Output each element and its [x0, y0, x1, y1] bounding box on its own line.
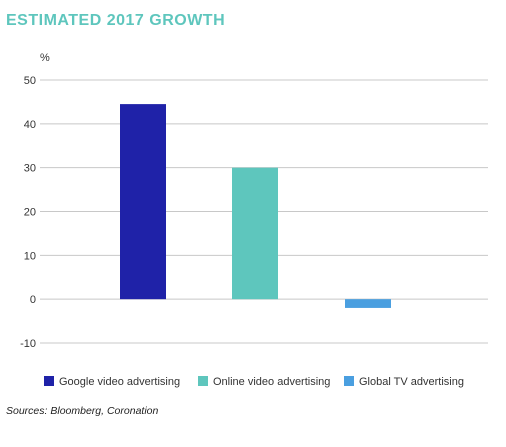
legend-label: Google video advertising: [59, 376, 180, 388]
bar-2: [232, 167, 278, 300]
y-tick-label: -10: [20, 338, 36, 350]
bar-3: [345, 299, 391, 308]
source-note: Sources: Bloomberg, Coronation: [6, 405, 159, 417]
y-tick-label: 50: [24, 75, 36, 87]
legend-swatch: [198, 376, 208, 386]
legend-label: Online video advertising: [213, 376, 330, 388]
y-axis-ticks: 50 40 30 20 10 0 -10: [20, 75, 36, 350]
chart-title: ESTIMATED 2017 GROWTH: [6, 12, 226, 29]
bars: [120, 104, 391, 308]
y-axis-unit: %: [40, 52, 50, 64]
legend: Google video advertising Online video adv…: [44, 376, 464, 388]
y-tick-label: 20: [24, 207, 36, 219]
legend-swatch: [44, 376, 54, 386]
y-tick-label: 0: [30, 294, 36, 306]
legend-label: Global TV advertising: [359, 376, 464, 388]
y-tick-label: 30: [24, 163, 36, 175]
y-tick-label: 40: [24, 119, 36, 131]
legend-swatch: [344, 376, 354, 386]
bar-1: [120, 104, 166, 300]
y-tick-label: 10: [24, 250, 36, 262]
